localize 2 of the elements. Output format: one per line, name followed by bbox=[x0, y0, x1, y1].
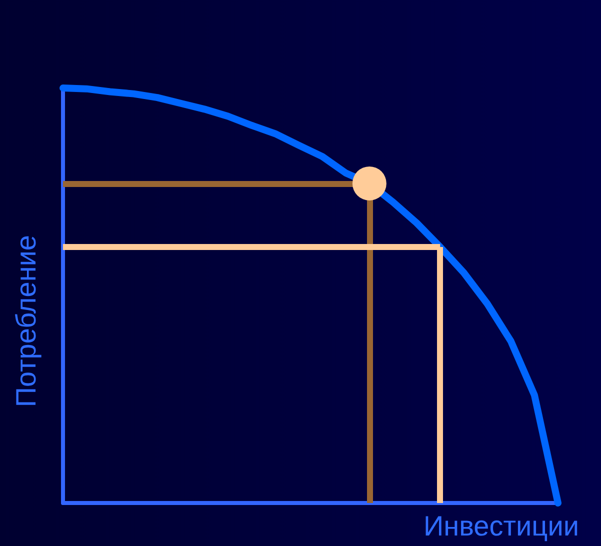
x-axis-title: Инвестиции bbox=[423, 510, 580, 542]
y-axis-title: Потребление bbox=[10, 234, 42, 408]
